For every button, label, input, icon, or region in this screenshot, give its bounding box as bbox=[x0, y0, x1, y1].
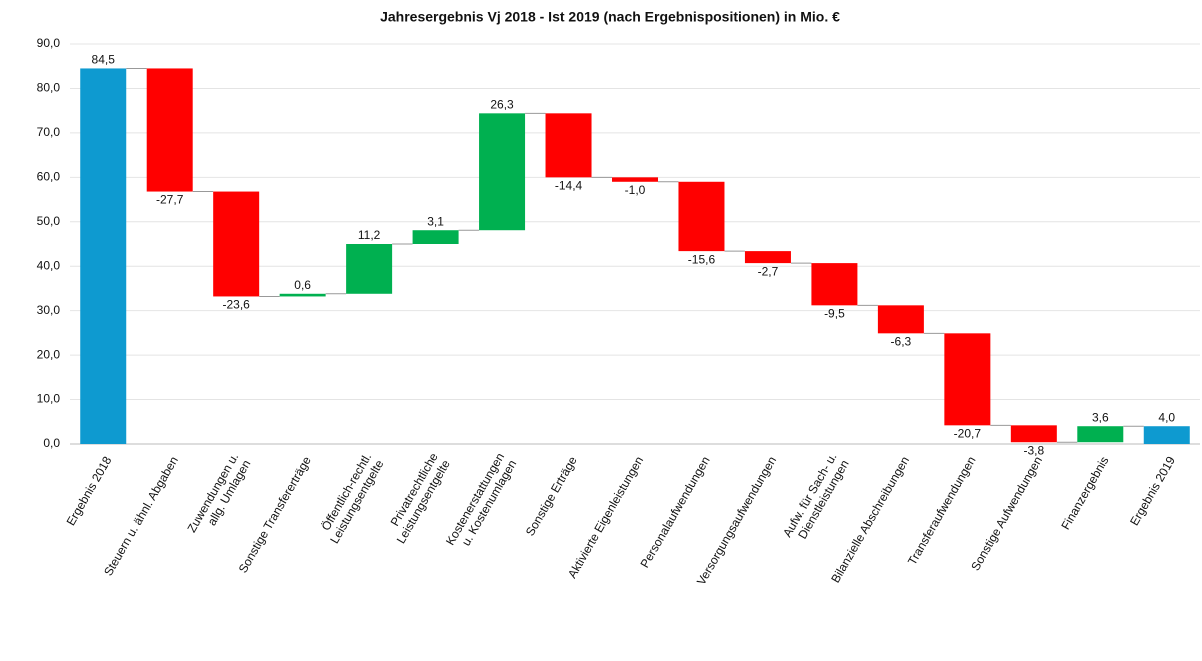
y-tick-label: 30,0 bbox=[37, 303, 61, 317]
data-label: 3,1 bbox=[427, 214, 444, 228]
x-tick-label: Öffentlich-rechtl.Leistungsentgelte bbox=[315, 450, 386, 546]
data-label: -1,0 bbox=[625, 183, 646, 197]
data-label: -3,8 bbox=[1023, 443, 1044, 457]
bar bbox=[1077, 426, 1124, 443]
bar bbox=[944, 333, 991, 426]
data-label: 0,6 bbox=[294, 278, 311, 292]
data-label: -15,6 bbox=[688, 252, 716, 266]
bar bbox=[744, 251, 791, 264]
x-tick-label: Finanzergebnis bbox=[1058, 454, 1111, 532]
y-tick-label: 90,0 bbox=[37, 36, 61, 50]
bar bbox=[612, 177, 658, 182]
data-label: 26,3 bbox=[490, 98, 514, 112]
x-tick-label: Ergebnis 2018 bbox=[64, 454, 115, 528]
x-tick-label: Kostenerstattungenu. Kostenumlagen bbox=[443, 451, 519, 555]
bar bbox=[412, 230, 459, 244]
bar bbox=[279, 293, 326, 297]
x-tick-label: Versorgungsaufwendungen bbox=[694, 454, 779, 588]
x-tick-label: Ergebnis 2019 bbox=[1127, 454, 1178, 528]
x-tick-label: Aktivierte Eigenleistungen bbox=[565, 454, 646, 581]
data-label: -14,4 bbox=[555, 179, 583, 193]
bar bbox=[1010, 425, 1057, 443]
bar bbox=[678, 181, 725, 252]
y-tick-label: 60,0 bbox=[37, 170, 61, 184]
data-label: -23,6 bbox=[222, 298, 250, 312]
x-tick-label: Sonstige Erträge bbox=[523, 454, 580, 539]
bar bbox=[80, 68, 127, 444]
data-label: -9,5 bbox=[824, 307, 845, 321]
y-tick-label: 50,0 bbox=[37, 214, 61, 228]
bar bbox=[346, 244, 393, 294]
data-label: 11,2 bbox=[358, 228, 381, 242]
bar bbox=[811, 263, 858, 306]
y-tick-label: 20,0 bbox=[37, 347, 61, 361]
y-tick-label: 70,0 bbox=[37, 125, 61, 139]
y-tick-label: 80,0 bbox=[37, 81, 61, 95]
bar bbox=[479, 113, 526, 231]
x-tick-label: Personalaufwendungen bbox=[638, 454, 713, 570]
data-label: -27,7 bbox=[156, 193, 184, 207]
bar bbox=[877, 305, 924, 334]
y-tick-label: 40,0 bbox=[37, 258, 61, 272]
y-tick-label: 10,0 bbox=[37, 392, 61, 406]
data-label: 4,0 bbox=[1158, 410, 1175, 424]
data-label: -6,3 bbox=[891, 335, 912, 349]
data-label: 3,6 bbox=[1092, 410, 1109, 424]
x-tick-label: Transferaufwendungen bbox=[905, 454, 979, 568]
data-label: -2,7 bbox=[758, 264, 779, 278]
y-tick-label: 0,0 bbox=[43, 436, 60, 450]
data-label: 84,5 bbox=[92, 53, 116, 67]
chart-title: Jahresergebnis Vj 2018 - Ist 2019 (nach … bbox=[380, 9, 840, 25]
data-label: -20,7 bbox=[954, 427, 982, 441]
x-tick-label: PrivatrechtlicheLeistungsentgelte bbox=[382, 450, 453, 546]
x-tick-label: Sonstige Aufwendungen bbox=[968, 454, 1045, 573]
x-tick-label: Zuwendungen u.allg. Umlagen bbox=[185, 451, 254, 542]
bar bbox=[213, 191, 260, 297]
x-tick-label: Steuern u. ähnl. Abgaben bbox=[101, 454, 181, 578]
bar bbox=[1143, 426, 1190, 444]
bar bbox=[146, 68, 193, 192]
x-tick-label: Aufw. für Sach- u.Dienstleistungen bbox=[780, 451, 852, 547]
bar bbox=[545, 113, 592, 178]
